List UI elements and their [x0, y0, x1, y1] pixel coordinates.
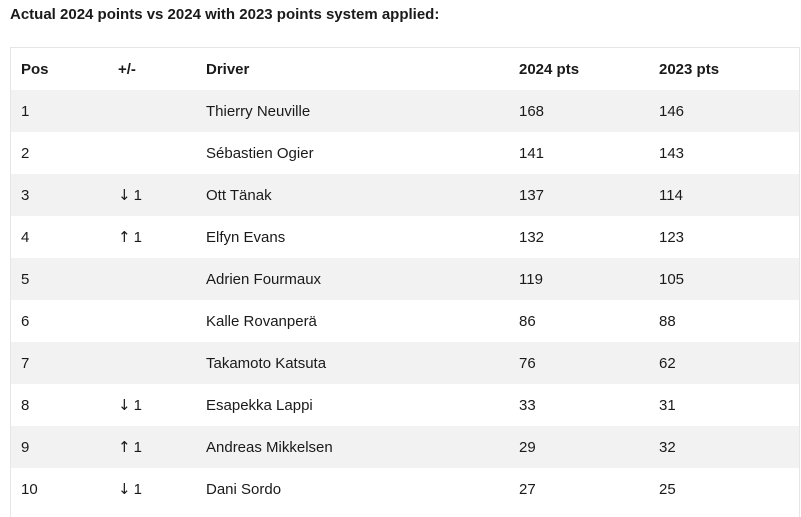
position-cell: 6 [21, 312, 30, 330]
driver-name: Elfyn Evans [206, 228, 286, 246]
header-driver: Driver [206, 60, 250, 78]
header-2024-pts: 2024 pts [519, 60, 580, 78]
points-2024: 132 [519, 228, 545, 246]
driver-name: Esapekka Lappi [206, 396, 313, 414]
header-change: +/- [118, 60, 136, 78]
change-value: 1 [133, 438, 142, 456]
points-2023: 88 [659, 312, 676, 330]
position-cell: 9 [21, 438, 30, 456]
points-2024: 33 [519, 396, 536, 414]
change-cell [118, 132, 121, 174]
change-cell: ↑ 1 [118, 216, 142, 258]
points-2024: 76 [519, 354, 536, 372]
change-value: 1 [133, 480, 142, 498]
change-cell: ↑ 1 [118, 426, 142, 468]
driver-name: Takamoto Katsuta [206, 354, 327, 372]
points-2023: 62 [659, 354, 676, 372]
table-row: 4 ↑ 1 Elfyn Evans 132 123 [11, 216, 799, 258]
points-2024: 29 [519, 438, 536, 456]
change-cell [118, 300, 121, 342]
change-cell: ↓ 1 [118, 174, 142, 216]
position-cell: 2 [21, 144, 30, 162]
arrow-up-icon: ↑ [118, 228, 131, 246]
driver-name: Ott Tänak [206, 186, 272, 204]
arrow-down-icon: ↓ [118, 480, 131, 498]
table-row: 5 Adrien Fourmaux 119 105 [11, 258, 799, 300]
position-cell: 8 [21, 396, 30, 414]
points-2023: 114 [659, 186, 683, 204]
arrow-up-icon: ↑ [118, 438, 131, 456]
position-cell: 7 [21, 354, 30, 372]
driver-name: Sébastien Ogier [206, 144, 314, 162]
points-2023: 32 [659, 438, 676, 456]
points-2024: 27 [519, 480, 536, 498]
position-cell: 5 [21, 270, 30, 288]
position-cell: 4 [21, 228, 30, 246]
arrow-down-icon: ↓ [118, 396, 131, 414]
points-2024: 86 [519, 312, 536, 330]
change-value: 1 [133, 186, 142, 204]
page-title: Actual 2024 points vs 2024 with 2023 poi… [10, 6, 440, 23]
position-cell: 1 [21, 102, 30, 120]
table-row: 1 Thierry Neuville 168 146 [11, 90, 799, 132]
table-row: 6 Kalle Rovanperä 86 88 [11, 300, 799, 342]
header-2023-pts: 2023 pts [659, 60, 720, 78]
change-value: 1 [133, 396, 142, 414]
table-header-row: Pos +/- Driver 2024 pts 2023 pts [11, 48, 799, 90]
change-cell: ↓ 1 [118, 384, 142, 426]
change-value: 1 [133, 228, 142, 246]
driver-name: Andreas Mikkelsen [206, 438, 333, 456]
change-cell: ↓ 1 [118, 468, 142, 510]
table-row: 3 ↓ 1 Ott Tänak 137 114 [11, 174, 799, 216]
points-2023: 25 [659, 480, 676, 498]
arrow-down-icon: ↓ [118, 186, 131, 204]
points-2024: 119 [519, 270, 543, 288]
points-2023: 146 [659, 102, 685, 120]
points-2024: 141 [519, 144, 545, 162]
table-row: 7 Takamoto Katsuta 76 62 [11, 342, 799, 384]
driver-name: Kalle Rovanperä [206, 312, 317, 330]
position-cell: 3 [21, 186, 30, 204]
table-row: 9 ↑ 1 Andreas Mikkelsen 29 32 [11, 426, 799, 468]
position-cell: 10 [21, 480, 38, 498]
points-2023: 31 [659, 396, 676, 414]
change-cell [118, 258, 121, 300]
driver-name: Dani Sordo [206, 480, 282, 498]
table-row: 10 ↓ 1 Dani Sordo 27 25 [11, 468, 799, 510]
change-cell [118, 342, 121, 384]
points-2024: 137 [519, 186, 545, 204]
change-cell [118, 90, 121, 132]
points-2023: 143 [659, 144, 685, 162]
driver-name: Thierry Neuville [206, 102, 311, 120]
points-2024: 168 [519, 102, 545, 120]
points-2023: 123 [659, 228, 685, 246]
table-row: 8 ↓ 1 Esapekka Lappi 33 31 [11, 384, 799, 426]
header-pos: Pos [21, 60, 49, 78]
standings-table: Pos +/- Driver 2024 pts 2023 pts 1 Thierr… [10, 47, 800, 517]
points-2023: 105 [659, 270, 685, 288]
table-row: 2 Sébastien Ogier 141 143 [11, 132, 799, 174]
driver-name: Adrien Fourmaux [206, 270, 322, 288]
